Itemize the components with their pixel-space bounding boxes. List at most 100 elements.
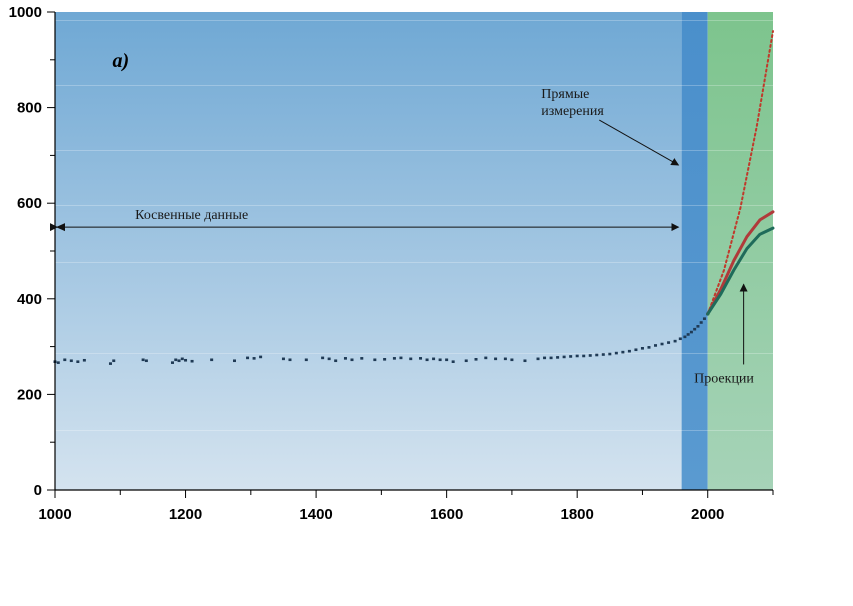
data-point [108, 362, 112, 365]
scan-streak [55, 20, 773, 21]
data-point [304, 358, 308, 362]
y-tick-label: 600 [17, 195, 42, 212]
data-point [288, 358, 292, 362]
data-point [399, 356, 403, 360]
data-point [543, 356, 547, 360]
annotations: a) Косвенные данные Прямые измерения Проекци… [50, 50, 754, 386]
y-tick-label: 0 [34, 482, 42, 499]
projections-label: Проекции [694, 371, 754, 386]
data-point [582, 354, 586, 358]
data-point [474, 358, 478, 361]
data-point [702, 317, 706, 320]
x-tick-label: 1800 [560, 506, 593, 523]
data-point [177, 359, 181, 363]
scan-streak [55, 85, 773, 86]
data-point [689, 330, 693, 334]
data-point [252, 357, 256, 360]
data-point [425, 358, 429, 362]
data-point [409, 357, 413, 361]
data-point [595, 353, 599, 357]
data-point [233, 359, 236, 363]
scan-streak [55, 430, 773, 431]
x-tick-label: 1200 [169, 506, 202, 523]
direct-measurements-line: измерения [541, 104, 604, 119]
y-tick-label: 800 [17, 100, 42, 117]
x-tick-label: 1600 [430, 506, 463, 523]
data-point [510, 358, 514, 362]
data-point [562, 355, 566, 359]
data-point [699, 321, 703, 324]
data-point [484, 356, 488, 360]
data-point [601, 353, 605, 356]
data-point [621, 350, 625, 354]
data-point [494, 357, 498, 361]
data-point [683, 335, 687, 339]
data-point [686, 333, 690, 336]
data-point [141, 358, 145, 362]
indirect-data-label: Косвенные данные [135, 208, 248, 223]
data-point [693, 327, 697, 331]
data-point [184, 358, 188, 362]
data-point [174, 358, 178, 362]
scan-streak [55, 353, 773, 354]
data-point [383, 358, 387, 361]
scan-streaks [55, 20, 773, 431]
data-point [360, 357, 364, 360]
background-regions [55, 12, 773, 490]
data-point [451, 360, 455, 363]
data-point [419, 357, 423, 360]
data-point [445, 358, 449, 362]
data-point [608, 352, 612, 356]
data-point [438, 358, 442, 362]
data-point [190, 359, 194, 363]
series-layer [53, 30, 775, 365]
x-tick-label: 1000 [38, 506, 71, 523]
projection-line-3 [706, 226, 775, 316]
scan-streak [55, 150, 773, 151]
data-point [575, 354, 579, 358]
y-tick-label: 400 [17, 291, 42, 308]
background-region-1 [681, 12, 708, 490]
data-point [696, 325, 700, 328]
x-tick-label: 1400 [299, 506, 332, 523]
data-point [144, 359, 148, 363]
projection-line-1 [706, 30, 774, 316]
data-point [523, 359, 527, 363]
y-tick-label: 1000 [9, 4, 42, 21]
data-point [556, 356, 560, 359]
data-point [350, 358, 354, 362]
data-point [334, 359, 338, 363]
data-point [343, 357, 347, 360]
data-point [180, 357, 184, 361]
data-point [549, 356, 553, 360]
data-point [56, 361, 60, 364]
data-point [246, 356, 250, 360]
data-point [281, 357, 285, 361]
data-point [673, 339, 677, 343]
x-tick-label: 2000 [691, 506, 724, 523]
y-tick-label: 200 [17, 386, 42, 403]
data-point [627, 349, 631, 353]
data-point [614, 351, 618, 355]
data-point [432, 357, 436, 361]
projection-line-2 [706, 210, 775, 316]
data-point [321, 356, 325, 360]
arrowhead-left [56, 223, 65, 232]
scan-streak [55, 205, 773, 206]
data-point [640, 347, 644, 350]
data-point [63, 358, 67, 362]
data-point [678, 337, 682, 341]
data-point [654, 344, 658, 347]
data-point [503, 357, 507, 361]
data-point [327, 357, 331, 361]
data-point [170, 361, 174, 364]
data-point [634, 348, 638, 352]
data-point [464, 359, 468, 363]
data-point [69, 359, 73, 363]
data-point [373, 358, 377, 362]
data-point [112, 359, 116, 363]
data-point [588, 354, 592, 357]
data-point [667, 341, 671, 344]
data-point [647, 346, 651, 349]
